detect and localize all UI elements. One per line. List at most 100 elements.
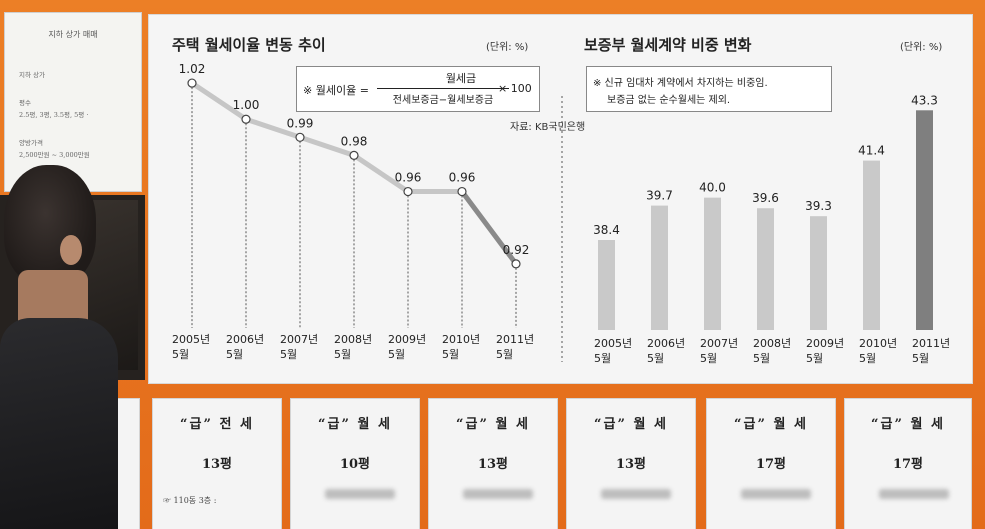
data-point [241,114,251,124]
chart-panel [148,14,973,384]
formula-prefix: ※ 월세이율 = [303,84,369,97]
listing-card: “급” 월 세 13평 [428,398,558,529]
line-chart: 1.02 2005년 5월 1.00 2006년 5월 0.99 2007년 5월 0.98 200… [172,62,534,361]
listing-card: “급” 월 세 13평 [566,398,696,529]
data-label: 41.4 [858,144,885,158]
x-tick-label: 5월 [226,348,243,361]
x-tick-label: 5월 [753,352,770,365]
x-tick-label: 2008년 [753,337,791,350]
data-label: 1.00 [233,98,260,112]
x-tick-label: 5월 [647,352,664,365]
bar [810,216,827,330]
notice-line: 평수 [19,99,31,107]
listing-type: “급” 전 세 [180,417,254,432]
blurred-text [325,489,395,499]
data-label: 38.4 [593,223,620,237]
data-point [403,186,413,197]
data-label: 40.0 [699,181,726,195]
data-label: 1.02 [179,62,206,76]
person-body [0,318,118,529]
blurred-text [601,489,671,499]
data-label: 39.3 [805,199,832,213]
x-tick-label: 2005년 [172,333,210,346]
x-tick-label: 2007년 [700,337,738,350]
listing-card: “급” 전 세 13평 ☞ 110동 3층 : [152,398,282,529]
x-tick-label: 5월 [334,348,351,361]
x-tick-label: 2010년 [859,337,897,350]
note-line-1: ※ 신규 임대차 계약에서 차지하는 비중임. [593,78,768,89]
data-label: 39.6 [752,191,779,205]
series-segment [297,134,357,158]
listing-type: “급” 월 세 [734,417,808,432]
bar [651,205,668,330]
x-tick-label: 5월 [172,348,189,361]
x-tick-label: 5월 [594,352,611,365]
bar-chart-title: 보증부 월세계약 비중 변화 [584,36,752,54]
listing-type: “급” 월 세 [318,417,392,432]
data-label: 0.96 [449,171,476,185]
notice-title: 지하 상가 매매 [48,30,98,39]
x-tick-label: 5월 [700,352,717,365]
formula-numerator: 월세금 [445,72,477,85]
bar-chart-unit: (단위: %) [900,42,943,53]
bar-chart: 38.4 2005년 5월 39.7 2006년 5월 40.0 2007년 5월 39.6 200… [593,93,950,365]
listing-type: “급” 월 세 [594,417,668,432]
note-box: ※ 신규 임대차 계약에서 차지하는 비중임. 보증금 없는 순수월세는 제외. [586,66,832,112]
listing-type: “급” 월 세 [871,417,945,432]
listing-size: 17평 [755,457,787,472]
x-tick-label: 2011년 [496,333,534,346]
data-point [511,259,521,269]
bar [916,110,933,330]
x-tick-label: 2010년 [442,333,480,346]
data-point [349,150,359,160]
x-tick-label: 5월 [280,348,297,361]
notice-line: 2.5평, 3평, 3.5평, 5평 · [19,111,89,119]
data-label: 0.96 [395,171,422,185]
listing-size: 13평 [615,457,647,472]
x-tick-label: 2009년 [806,337,844,350]
person-head [4,165,96,285]
series-segment [351,152,411,195]
listing-size: 13평 [477,457,509,472]
x-tick-label: 5월 [859,352,876,365]
note-line-2: 보증금 없는 순수월세는 제외. [607,95,731,106]
series-segment [189,80,249,122]
bar [757,208,774,330]
listing-card: “급” 월 세 10평 [290,398,420,529]
blurred-text [463,489,533,499]
notice-line: 양방가격 [19,139,43,147]
blurred-text [741,489,811,499]
x-tick-label: 5월 [912,352,929,365]
x-tick-label: 5월 [496,348,513,361]
listing-card: “급” 월 세 17평 [844,398,972,529]
data-label: 0.92 [503,243,530,257]
data-point [457,186,467,197]
x-tick-label: 5월 [442,348,459,361]
line-chart-unit: (단위: %) [486,42,529,53]
listing-type: “급” 월 세 [456,417,530,432]
listing-size: 10평 [339,457,371,472]
line-chart-title: 주택 월세이율 변동 추이 [172,36,326,54]
formula-box: ※ 월세이율 = 월세금 전세보증금−월세보증금 × 100 [296,66,540,112]
data-label: 39.7 [646,189,673,203]
formula-suffix: × 100 [498,82,532,95]
blurred-text [879,489,949,499]
data-point [187,78,197,88]
x-tick-label: 2006년 [647,337,685,350]
listing-size: 17평 [892,457,924,472]
bar [704,197,721,330]
x-tick-label: 5월 [806,352,823,365]
bar [598,240,615,330]
series-segment [243,116,303,140]
formula-denominator: 전세보증금−월세보증금 [392,95,494,106]
notice-line: 지하 상가 [19,71,45,79]
x-tick-label: 5월 [388,348,405,361]
listing-size: 13평 [201,457,233,472]
person-ear [60,235,82,265]
source-label: 자료: KB국민은행 [510,122,586,133]
bar [863,160,880,330]
data-label: 0.98 [341,134,368,148]
formula-fraction-bar [377,88,509,89]
